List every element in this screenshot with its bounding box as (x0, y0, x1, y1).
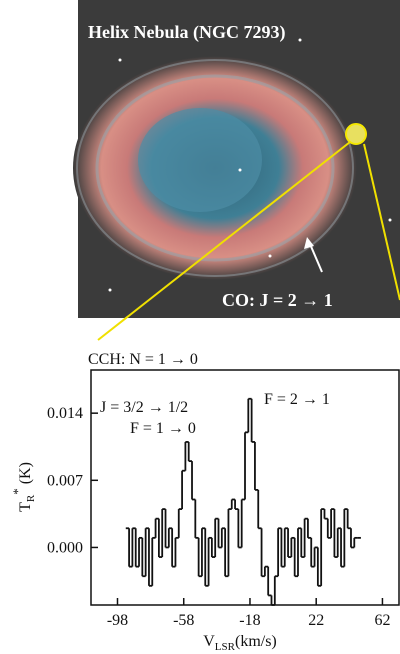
y-tick-label: 0.000 (47, 539, 83, 556)
image-title: Helix Nebula (NGC 7293) (88, 22, 286, 43)
y-tick-label: 0.007 (47, 472, 83, 489)
annotation: F = 1 → 0 (130, 420, 196, 437)
y-label-unit: (K) (17, 462, 34, 488)
nebula-image: Helix Nebula (NGC 7293) CO: J = 2 → 1 (73, 0, 400, 340)
annotation: J = 3/2 → 1/2 (100, 399, 188, 416)
x-tick-label: -58 (173, 612, 194, 629)
y-label-main: T (17, 502, 34, 512)
image-label: CO: J = 2 → 1 (222, 290, 333, 310)
x-tick-label: 62 (374, 612, 390, 629)
x-label-sub: LSR (215, 641, 236, 653)
x-axis-label: VLSR(km/s) (203, 633, 277, 653)
x-tick-label: -98 (107, 612, 128, 629)
y-label-sub: R (25, 494, 37, 502)
x-tick-label: 22 (308, 612, 324, 629)
y-tick-label: 0.014 (47, 405, 83, 422)
x-label-main: V (203, 633, 215, 650)
x-label-unit: (km/s) (235, 633, 277, 650)
x-tick-label: -18 (239, 612, 260, 629)
page: Helix Nebula (NGC 7293) CO: J = 2 → 1 CC… (0, 0, 400, 654)
y-axis-label: TR* (K) (10, 462, 37, 512)
chart-title: CCH: N = 1 → 0 (88, 351, 198, 368)
annotation: F = 2 → 1 (264, 391, 330, 408)
figure: Helix Nebula (NGC 7293) CO: J = 2 → 1 CC… (0, 0, 400, 654)
